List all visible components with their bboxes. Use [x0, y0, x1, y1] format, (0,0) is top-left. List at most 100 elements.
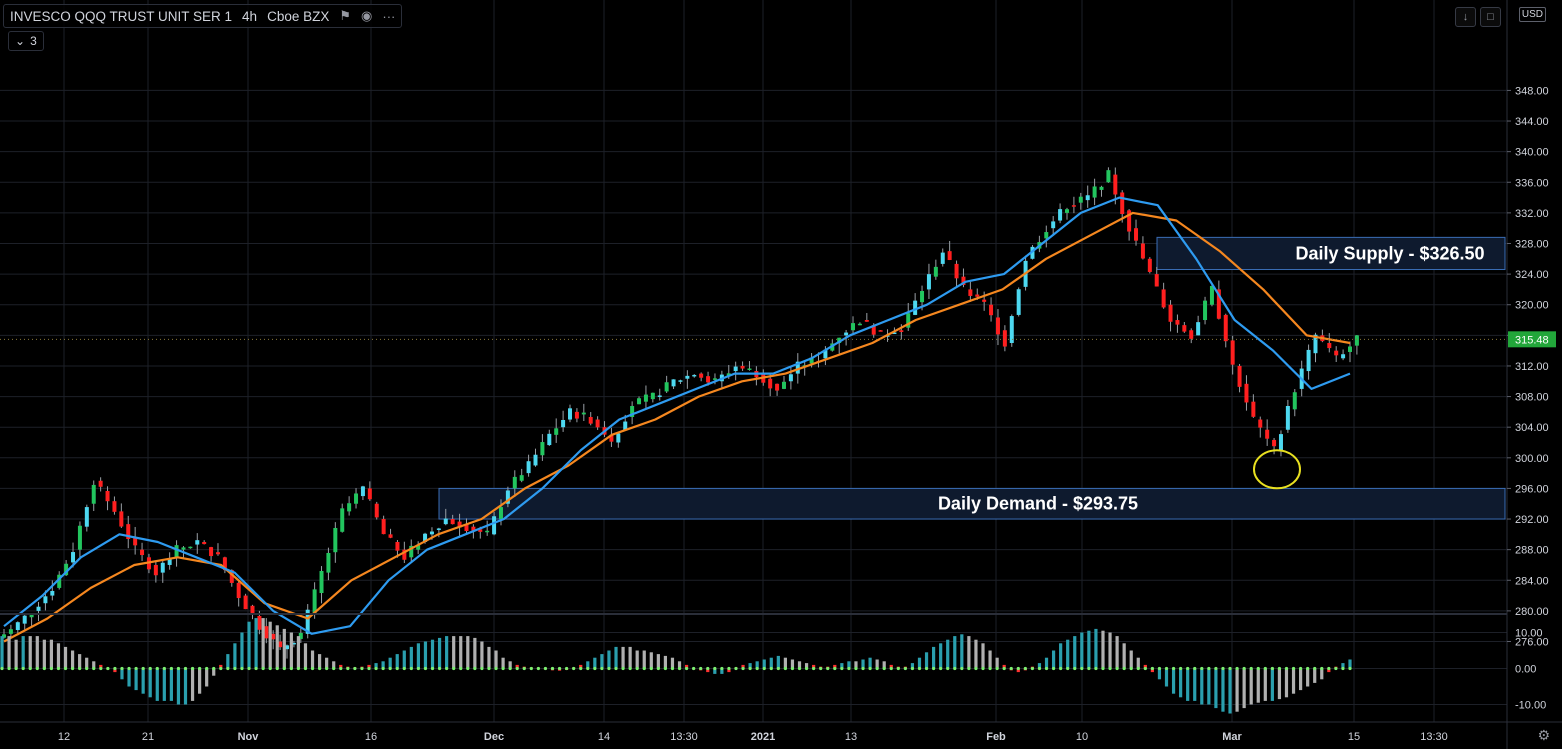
price-tick-label: 304.00 [1515, 422, 1549, 434]
currency-badge[interactable]: USD [1518, 7, 1546, 22]
histogram-bar [635, 650, 639, 669]
zero-dot [572, 666, 576, 671]
candle [1168, 304, 1173, 322]
price-tick-label: 280.00 [1515, 606, 1549, 618]
candle [215, 552, 220, 555]
histogram-bar [42, 639, 46, 669]
annotation-circle [1253, 449, 1301, 490]
zero-dot [261, 666, 265, 671]
candle [174, 545, 179, 558]
zero-dot [1037, 666, 1042, 671]
price-tick-label: 336.00 [1515, 177, 1549, 189]
download-button[interactable]: ↓ [1455, 7, 1476, 27]
candle [637, 398, 642, 405]
symbol-legend[interactable]: INVESCO QQQ TRUST UNIT SER 1 4h Cboe BZX… [3, 4, 403, 28]
zero-dot [1270, 666, 1274, 671]
candle [1120, 192, 1125, 215]
zero-dot [402, 666, 406, 671]
candle [450, 519, 455, 525]
candle [857, 323, 862, 326]
histogram-bar [670, 657, 675, 669]
indicators-toggle[interactable]: ⌄ 3 [8, 31, 44, 51]
histogram-bar [1002, 664, 1006, 669]
zero-dot [529, 666, 533, 671]
candle [1189, 330, 1194, 339]
last-price-label: 315.48 [1515, 334, 1549, 346]
eye-icon[interactable]: ◉ [361, 8, 373, 23]
zero-dot [882, 666, 886, 671]
candle [844, 332, 849, 336]
flag-icon[interactable]: ⚑ [339, 8, 352, 23]
candle [29, 613, 34, 618]
more-icon[interactable]: ··· [382, 8, 396, 24]
interval-label[interactable]: 4h [242, 8, 258, 24]
histogram-bar [56, 643, 61, 669]
candle [1071, 205, 1076, 207]
price-tick-label: 344.00 [1515, 116, 1549, 128]
price-tick-label: 276.00 [1515, 637, 1549, 649]
histogram-bar [430, 639, 435, 669]
candle [347, 503, 352, 512]
histogram-bar [854, 661, 858, 669]
histogram-bar [78, 654, 82, 669]
candle [505, 490, 510, 504]
candle [809, 357, 814, 364]
candle [133, 536, 138, 546]
candle [1354, 335, 1359, 346]
gear-icon[interactable]: ⚙ [1537, 727, 1550, 743]
zero-dot [445, 666, 449, 671]
histogram-bar [148, 668, 152, 698]
candle [1175, 320, 1180, 325]
histogram-bar [282, 628, 286, 669]
histogram-bar [663, 655, 668, 669]
histogram-bar [1327, 668, 1331, 673]
candle [1313, 334, 1318, 354]
zero-dot [487, 666, 491, 671]
candle [57, 574, 62, 588]
zero-dot [840, 666, 844, 671]
histogram-bar [1306, 668, 1310, 687]
histogram-bar [1136, 657, 1140, 669]
candle [1216, 289, 1221, 319]
candle [982, 299, 987, 302]
histogram-bar [1320, 668, 1324, 680]
candle [319, 570, 324, 594]
fullscreen-button[interactable]: □ [1480, 7, 1501, 27]
histogram-bar [49, 639, 54, 669]
histogram-bar [515, 664, 519, 669]
zero-dot [1320, 666, 1324, 671]
candle [899, 330, 904, 333]
candle [423, 533, 428, 542]
zero-dot [106, 666, 110, 671]
histogram-bar [99, 664, 103, 669]
histogram-bar [1179, 668, 1183, 698]
zero-dot [974, 666, 978, 671]
zero-dot [282, 666, 286, 671]
time-tick-label: 13:30 [1420, 731, 1448, 743]
zero-dot [776, 666, 780, 671]
zero-dot [317, 666, 322, 671]
candle [236, 582, 241, 599]
osc-tick-label: 10.00 [1515, 628, 1543, 640]
candle [1044, 232, 1049, 239]
candle [519, 475, 524, 481]
candle [961, 276, 966, 285]
histogram-bar [614, 646, 618, 669]
candle [340, 508, 345, 532]
histogram-bar [92, 661, 96, 669]
zero-dot [960, 666, 964, 671]
zero-dot [7, 666, 11, 671]
zero-dot [56, 666, 61, 671]
osc-tick-label: 0.00 [1515, 664, 1536, 676]
price-tick-label: 284.00 [1515, 575, 1549, 587]
zero-dot [1186, 666, 1190, 671]
chevron-down-icon: ⌄ [15, 34, 26, 48]
zero-dot [169, 666, 173, 671]
zero-dot [677, 666, 682, 671]
candle [526, 461, 531, 474]
zero-dot [988, 666, 992, 671]
candle [616, 433, 621, 443]
candle [1327, 342, 1332, 349]
symbol-name[interactable]: INVESCO QQQ TRUST UNIT SER 1 [10, 8, 233, 24]
